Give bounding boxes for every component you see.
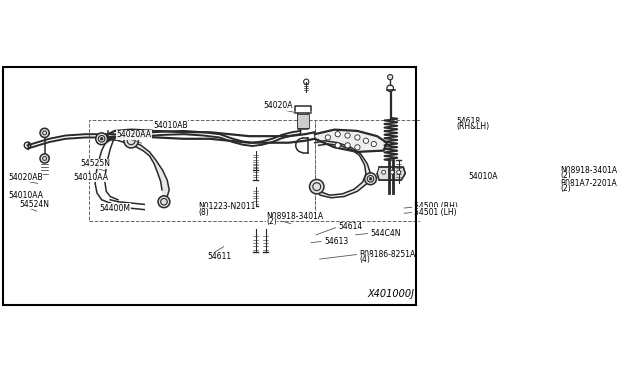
Circle shape bbox=[355, 135, 360, 140]
Circle shape bbox=[158, 196, 170, 208]
Circle shape bbox=[124, 134, 138, 148]
Circle shape bbox=[365, 173, 376, 185]
Circle shape bbox=[310, 179, 324, 194]
Circle shape bbox=[390, 170, 394, 174]
Circle shape bbox=[381, 170, 385, 174]
Circle shape bbox=[40, 128, 49, 138]
Circle shape bbox=[100, 138, 103, 140]
Text: 54618: 54618 bbox=[456, 117, 481, 126]
Text: 54524N: 54524N bbox=[20, 200, 50, 209]
Text: 54010A: 54010A bbox=[468, 171, 498, 181]
Circle shape bbox=[96, 133, 108, 145]
Text: 54020AB: 54020AB bbox=[8, 173, 42, 182]
Text: (2): (2) bbox=[266, 217, 277, 226]
Circle shape bbox=[369, 177, 372, 180]
Text: 54020A: 54020A bbox=[264, 102, 293, 110]
Text: 54611: 54611 bbox=[207, 252, 231, 261]
Text: (4): (4) bbox=[360, 255, 370, 264]
Text: 54501 (LH): 54501 (LH) bbox=[415, 208, 457, 217]
Text: 54020AA: 54020AA bbox=[116, 130, 152, 140]
Circle shape bbox=[325, 135, 330, 140]
Text: (RH&LH): (RH&LH) bbox=[456, 122, 490, 131]
Text: (2): (2) bbox=[560, 184, 571, 193]
Circle shape bbox=[364, 138, 369, 143]
Text: 54010AB: 54010AB bbox=[154, 121, 188, 129]
Text: X401000J: X401000J bbox=[367, 289, 414, 299]
Circle shape bbox=[388, 74, 393, 80]
Text: N08918-3401A: N08918-3401A bbox=[560, 166, 617, 175]
Circle shape bbox=[371, 141, 376, 147]
Polygon shape bbox=[315, 129, 387, 152]
Text: (2): (2) bbox=[560, 171, 571, 180]
Polygon shape bbox=[377, 167, 405, 180]
Circle shape bbox=[40, 154, 49, 163]
Polygon shape bbox=[315, 141, 371, 198]
Circle shape bbox=[335, 143, 340, 148]
Text: 54613: 54613 bbox=[324, 237, 348, 246]
Circle shape bbox=[355, 145, 360, 150]
Text: B08186-8251A: B08186-8251A bbox=[360, 250, 415, 259]
Text: 54400M: 54400M bbox=[100, 204, 131, 213]
Circle shape bbox=[335, 132, 340, 137]
Bar bbox=[297, 114, 309, 128]
Text: B081A7-2201A: B081A7-2201A bbox=[560, 179, 617, 188]
Bar bbox=[315, 120, 433, 221]
Text: N08918-3401A: N08918-3401A bbox=[266, 212, 323, 221]
Circle shape bbox=[345, 143, 350, 148]
Bar bbox=[88, 120, 315, 221]
Polygon shape bbox=[102, 136, 169, 202]
Text: (8): (8) bbox=[198, 208, 209, 217]
Text: 54500 (RH): 54500 (RH) bbox=[415, 202, 458, 212]
Circle shape bbox=[345, 133, 350, 138]
Text: 54010AA: 54010AA bbox=[74, 173, 108, 182]
Text: 54525N: 54525N bbox=[80, 159, 110, 168]
Text: 544C4N: 544C4N bbox=[371, 229, 401, 238]
Text: 54010AA: 54010AA bbox=[8, 191, 43, 200]
Text: N01223-N2011: N01223-N2011 bbox=[198, 202, 255, 212]
Text: 54614: 54614 bbox=[339, 222, 363, 231]
Circle shape bbox=[397, 170, 401, 174]
